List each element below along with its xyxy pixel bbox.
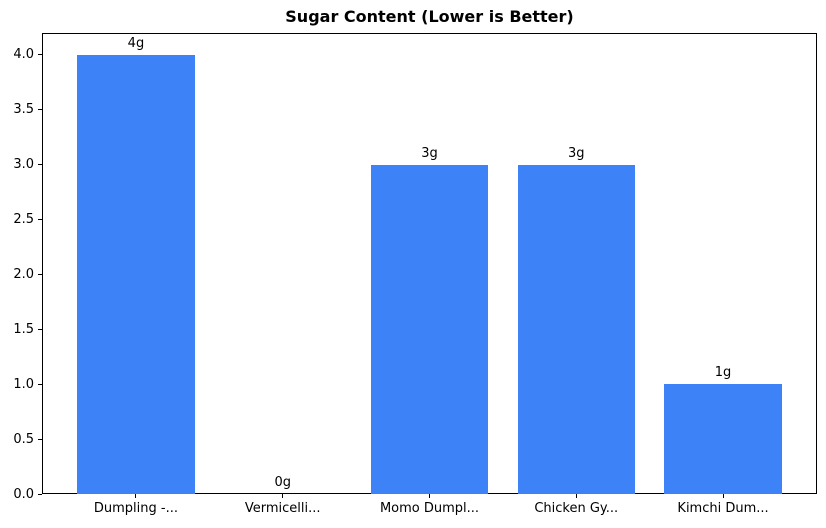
y-tick-mark	[38, 438, 42, 440]
y-tick-mark	[38, 493, 42, 495]
chart-title: Sugar Content (Lower is Better)	[285, 7, 574, 26]
y-tick-mark	[38, 54, 42, 56]
x-tick-mark	[429, 494, 430, 498]
x-tick-label: Dumpling -...	[93, 501, 178, 516]
y-tick-mark	[38, 109, 42, 111]
bar-value-label: 3g	[421, 145, 438, 161]
y-tick-label: 0.0	[13, 486, 34, 502]
x-tick-mark	[722, 494, 724, 498]
y-tick-label: 1.0	[13, 376, 34, 392]
bar	[517, 164, 635, 494]
y-tick-label: 0.5	[13, 431, 34, 447]
x-tick-mark	[575, 494, 577, 498]
y-tick-mark	[38, 164, 42, 166]
x-tick-label: Vermicelli...	[244, 501, 321, 516]
bar-value-label: 0g	[274, 475, 291, 490]
y-tick-mark	[38, 328, 42, 330]
bar	[370, 164, 489, 494]
bar-value-label: 1g	[714, 365, 732, 381]
y-tick-mark	[38, 219, 42, 221]
bar	[664, 384, 782, 494]
x-tick-mark	[135, 494, 137, 498]
y-tick-mark	[38, 273, 42, 275]
y-tick-label: 4.0	[13, 47, 34, 63]
y-tick-label: 3.0	[13, 157, 34, 173]
x-tick-label: Chicken Gy...	[534, 501, 619, 516]
y-tick-label: 1.5	[13, 321, 34, 337]
bar	[77, 54, 195, 494]
y-tick-label: 2.0	[13, 266, 34, 282]
x-tick-label: Momo Dumpl...	[379, 501, 480, 516]
bar-value-label: 3g	[568, 145, 585, 161]
y-tick-label: 2.5	[13, 212, 34, 228]
bar-value-label: 4g	[127, 35, 145, 51]
y-tick-mark	[38, 383, 42, 385]
x-tick-label: Kimchi Dum...	[677, 501, 769, 516]
y-tick-label: 3.5	[13, 102, 34, 118]
x-tick-mark	[282, 494, 284, 498]
